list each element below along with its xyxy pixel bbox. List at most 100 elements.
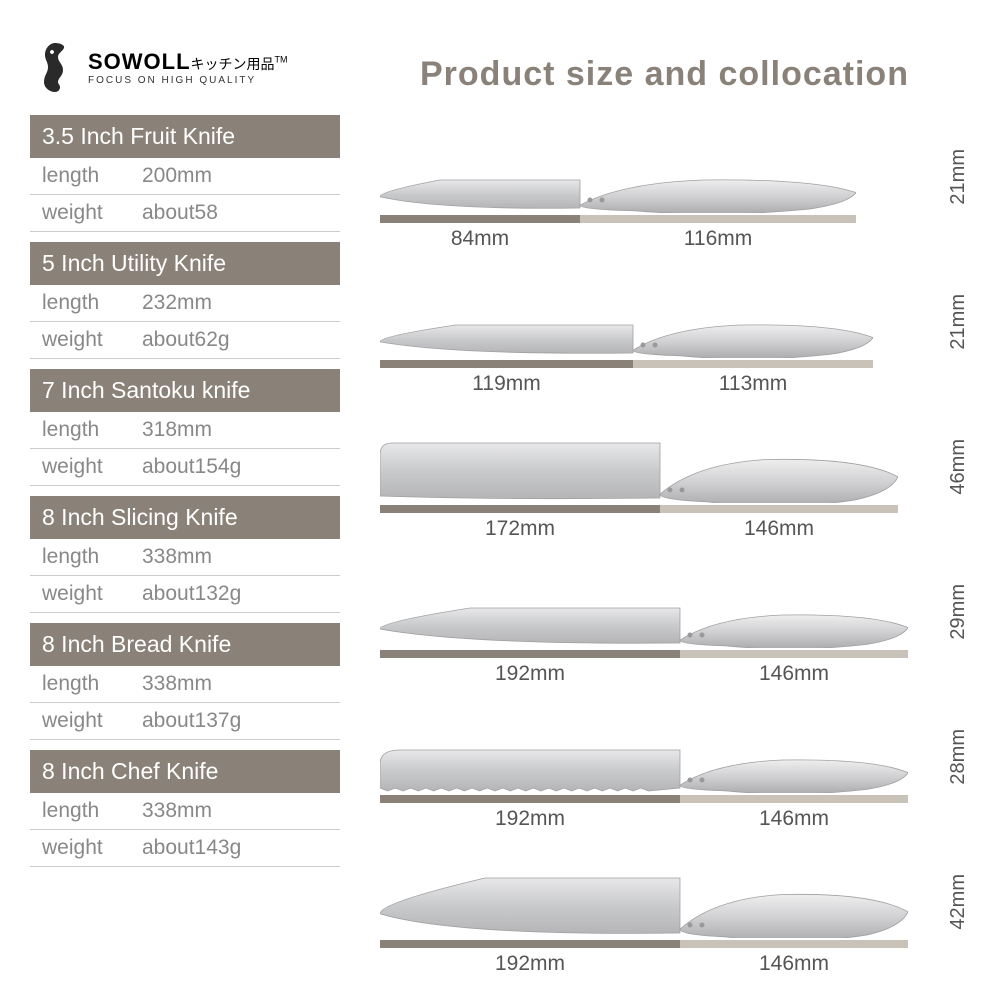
spec-column: 3.5 Inch Fruit Knife length 200mm weight… [30,115,340,980]
blade-length-label: 172mm [380,517,660,541]
spec-row-length: length 338mm [30,793,340,830]
handle-length-label: 113mm [633,372,873,396]
spec-value: about143g [142,836,328,860]
blade-length-label: 84mm [380,227,580,251]
logo: SOWOLLキッチン用品TM FOCUS ON HIGH QUALITY [30,40,390,95]
dimension-labels: 192mm 146mm [380,807,908,831]
spec-label: weight [42,201,142,225]
spec-label: weight [42,709,142,733]
height-label: 42mm [942,874,975,930]
spec-title: 5 Inch Utility Knife [30,242,340,285]
dimension-bar [380,505,898,513]
handle-bar [660,505,898,513]
knife-visual: 84mm 116mm 21mm [380,115,970,255]
handle-length-label: 146mm [680,662,908,686]
spec-value: 338mm [142,545,328,569]
header: SOWOLLキッチン用品TM FOCUS ON HIGH QUALITY Pro… [0,0,1000,115]
spec-label: length [42,799,142,823]
spec-row-weight: weight about137g [30,703,340,740]
blade-length-label: 192mm [380,662,680,686]
blade-bar [380,360,633,368]
knife-icon [380,588,908,648]
spec-row-weight: weight about143g [30,830,340,867]
spec-value: 200mm [142,164,328,188]
height-label: 21mm [942,149,975,205]
spec-label: length [42,291,142,315]
dimension-bar [380,795,908,803]
knife-visual: 172mm 146mm 46mm [380,405,970,545]
handle-length-label: 116mm [580,227,856,251]
brand-tagline: FOCUS ON HIGH QUALITY [88,75,288,86]
spec-block: 8 Inch Bread Knife length 338mm weight a… [30,623,340,740]
knife-row: 192mm 146mm 42mm [380,840,970,980]
spec-label: weight [42,328,142,352]
dimension-bar [380,360,873,368]
height-label: 28mm [942,729,975,785]
spec-row-weight: weight about58 [30,195,340,232]
spec-value: 338mm [142,672,328,696]
knife-icon [380,863,908,938]
dimension-labels: 84mm 116mm [380,227,856,251]
brand-jp: キッチン用品 [191,56,275,72]
knife-row: 192mm 146mm 29mm [380,550,970,690]
blade-length-label: 192mm [380,807,680,831]
spec-title: 8 Inch Chef Knife [30,750,340,793]
handle-bar [680,650,908,658]
spec-label: weight [42,455,142,479]
spec-title: 8 Inch Bread Knife [30,623,340,666]
tm-mark: TM [275,55,288,65]
handle-length-label: 146mm [680,952,908,976]
handle-bar [680,795,908,803]
seahorse-icon [30,40,80,95]
spec-value: 232mm [142,291,328,315]
dimension-bar [380,215,856,223]
spec-title: 3.5 Inch Fruit Knife [30,115,340,158]
blade-length-label: 192mm [380,952,680,976]
spec-row-weight: weight about154g [30,449,340,486]
knife-row: 172mm 146mm 46mm [380,405,970,545]
spec-label: length [42,672,142,696]
knife-icon [380,428,898,503]
height-label: 46mm [942,439,975,495]
dimension-labels: 192mm 146mm [380,952,908,976]
blade-bar [380,795,680,803]
spec-block: 8 Inch Slicing Knife length 338mm weight… [30,496,340,613]
dimension-bar [380,650,908,658]
spec-value: about137g [142,709,328,733]
spec-row-length: length 338mm [30,539,340,576]
spec-value: about154g [142,455,328,479]
height-label: 21mm [942,294,975,350]
knife-icon [380,298,873,358]
knife-visual: 192mm 146mm 28mm [380,695,970,835]
knife-visual: 119mm 113mm 21mm [380,260,970,400]
handle-length-label: 146mm [680,807,908,831]
blade-bar [380,940,680,948]
knife-row: 84mm 116mm 21mm [380,115,970,255]
blade-bar [380,505,660,513]
spec-row-length: length 232mm [30,285,340,322]
knife-visual: 192mm 146mm 42mm [380,840,970,980]
handle-bar [633,360,873,368]
spec-row-length: length 200mm [30,158,340,195]
handle-bar [680,940,908,948]
knife-row: 192mm 146mm 28mm [380,695,970,835]
height-label: 29mm [942,584,975,640]
knife-column: 84mm 116mm 21mm [340,115,970,980]
handle-bar [580,215,856,223]
blade-bar [380,650,680,658]
knife-icon [380,153,856,213]
spec-value: about58 [142,201,328,225]
content: 3.5 Inch Fruit Knife length 200mm weight… [0,115,1000,980]
dimension-labels: 119mm 113mm [380,372,873,396]
spec-block: 3.5 Inch Fruit Knife length 200mm weight… [30,115,340,232]
spec-block: 7 Inch Santoku knife length 318mm weight… [30,369,340,486]
spec-value: about132g [142,582,328,606]
spec-row-weight: weight about62g [30,322,340,359]
spec-row-weight: weight about132g [30,576,340,613]
spec-value: 338mm [142,799,328,823]
spec-label: weight [42,582,142,606]
dimension-labels: 192mm 146mm [380,662,908,686]
blade-length-label: 119mm [380,372,633,396]
knife-row: 119mm 113mm 21mm [380,260,970,400]
handle-length-label: 146mm [660,517,898,541]
